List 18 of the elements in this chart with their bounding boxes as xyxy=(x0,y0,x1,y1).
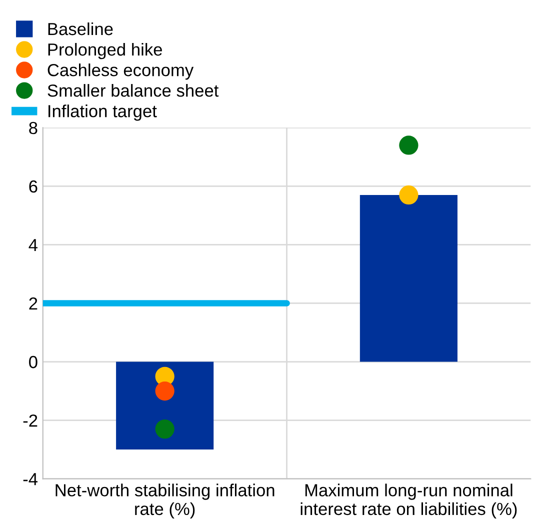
point xyxy=(155,419,174,439)
y-tick-label: -4 xyxy=(23,473,38,486)
legend-label: Baseline xyxy=(48,22,113,36)
y-tick-label: 6 xyxy=(29,180,38,193)
legend-label: Inflation target xyxy=(48,104,157,121)
y-tick-label: 0 xyxy=(29,356,38,368)
x-tick-label: Maximum long-run nominal interest rate on liabilities (%) xyxy=(300,484,517,519)
legend-label: Cashless economy xyxy=(48,64,194,80)
legend-label: Smaller balance sheet xyxy=(48,84,219,97)
y-tick-label: -2 xyxy=(23,414,38,427)
x-tick-label: Net-worth stabilising inflation rate (%) xyxy=(56,484,274,519)
legend-label: Prolonged hike xyxy=(48,42,162,60)
y-tick-label: 2 xyxy=(29,297,38,310)
point xyxy=(399,136,418,155)
y-tick-label: 8 xyxy=(29,122,38,134)
point xyxy=(399,185,418,205)
point xyxy=(155,381,174,401)
y-tick-label: 4 xyxy=(28,239,38,252)
